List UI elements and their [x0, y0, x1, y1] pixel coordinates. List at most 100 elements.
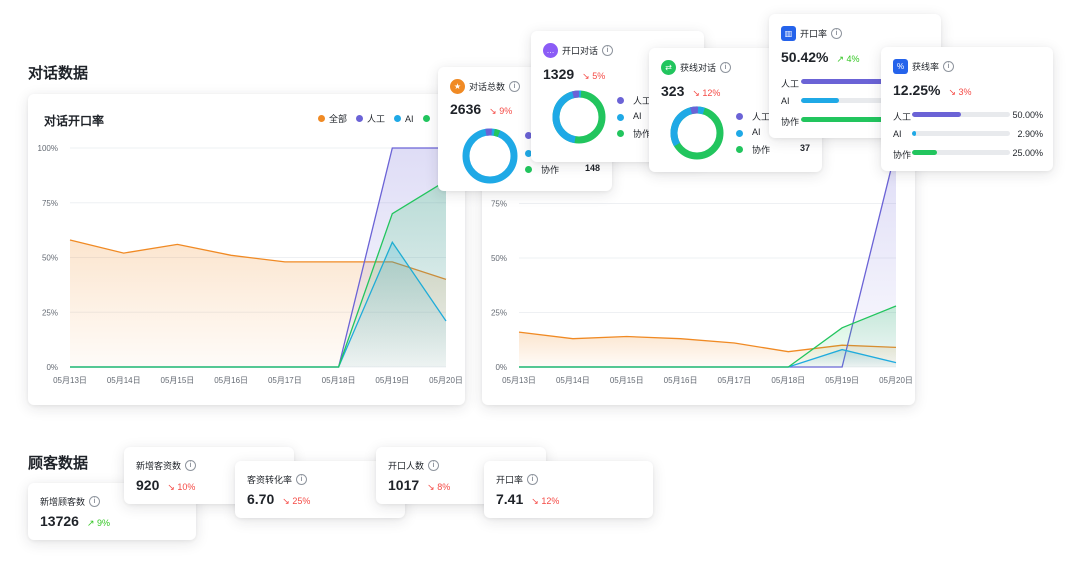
- customer-card-open-rate[interactable]: 开口率 i 7.41 ↘ 12%: [484, 461, 653, 518]
- kpi-value: 920: [136, 477, 160, 493]
- info-icon[interactable]: i: [943, 61, 955, 72]
- dialogue-section-title: 对话数据: [28, 65, 89, 82]
- legend-item-ai[interactable]: AI: [394, 114, 414, 124]
- info-icon[interactable]: i: [89, 496, 101, 507]
- x-tick-label: 05月18日: [322, 376, 356, 385]
- y-tick-label: 75%: [491, 200, 507, 209]
- kpi-delta: ↘ 5%: [582, 71, 606, 81]
- legend-item-collab[interactable]: [422, 115, 430, 122]
- chart-legend: 全部 人工 AI: [318, 112, 430, 125]
- kpi-delta: ↘ 8%: [427, 482, 451, 492]
- x-tick-label: 05月16日: [214, 376, 248, 385]
- legend-dot: [525, 166, 532, 173]
- kpi-delta: ↘ 12%: [531, 496, 560, 506]
- open-rate-chart: 0% 25% 50% 75% 100% 05月13日 05月14日 05月15日 05月16日 0…: [38, 144, 463, 385]
- row-value: 37: [799, 143, 810, 153]
- kpi-value: 13726: [40, 513, 79, 529]
- x-tick-label: 05月14日: [556, 376, 590, 385]
- customer-section-title: 顾客数据: [28, 455, 89, 472]
- x-tick-label: 05月17日: [268, 376, 302, 385]
- x-tick-label: 05月15日: [161, 376, 195, 385]
- kpi-value: 50.42%: [781, 49, 829, 65]
- swap-icon: ⇄: [661, 60, 676, 75]
- row-label: AI: [781, 96, 790, 106]
- kpi-value: 1017: [388, 477, 420, 493]
- row-label: 人工: [633, 96, 652, 106]
- legend-dot: [617, 130, 624, 137]
- kpi-delta: ↘ 3%: [948, 87, 972, 97]
- info-icon[interactable]: i: [602, 45, 614, 56]
- row-label: 协作: [633, 129, 652, 139]
- donut-chart: [462, 128, 518, 184]
- lead-rate-chart: 0% 25% 50% 75% 05月13日 05月14日 05月15日 05月16日 05月17…: [491, 148, 913, 385]
- donut-chart: [552, 90, 606, 144]
- x-tick-label: 05月13日: [53, 376, 87, 385]
- progress-bar: [912, 112, 1010, 117]
- trend-down-icon: ↘: [582, 71, 590, 81]
- row-value: 148: [584, 163, 600, 173]
- info-icon[interactable]: i: [428, 460, 440, 471]
- x-tick-label: 05月20日: [879, 376, 913, 385]
- legend-item-manual[interactable]: 人工: [356, 112, 385, 125]
- x-tick-label: 05月15日: [610, 376, 644, 385]
- legend-item-all[interactable]: 全部: [318, 112, 347, 125]
- info-icon[interactable]: i: [720, 62, 732, 73]
- kpi-delta: ↘ 10%: [167, 482, 196, 492]
- kpi-value: 2636: [450, 101, 482, 117]
- kpi-delta: ↗ 4%: [836, 54, 860, 64]
- lead-rate-card[interactable]: % 获线率 i 12.25% ↘ 3% 人工 50.00% AI 2.90% 协…: [881, 47, 1053, 171]
- row-value: 50.00%: [1012, 110, 1043, 120]
- kpi-delta: ↗ 9%: [86, 518, 111, 528]
- progress-bar: [801, 117, 929, 122]
- y-tick-label: 25%: [42, 308, 58, 317]
- kpi-value: 1329: [543, 66, 575, 82]
- legend-dot: [617, 97, 624, 104]
- info-icon[interactable]: i: [185, 460, 197, 471]
- info-icon[interactable]: i: [831, 28, 843, 39]
- progress-bar: [801, 98, 929, 103]
- info-icon[interactable]: i: [509, 81, 521, 92]
- card-title: 获线对话: [680, 63, 717, 73]
- x-tick-label: 05月17日: [718, 376, 752, 385]
- x-tick-label: 05月19日: [825, 376, 859, 385]
- kpi-value: 323: [661, 83, 685, 99]
- kpi-value: 6.70: [247, 491, 275, 507]
- legend-dot: [736, 130, 743, 137]
- legend-dot: [736, 146, 743, 153]
- row-label: 协作: [893, 150, 912, 160]
- legend-dot: [736, 113, 743, 120]
- series-line[interactable]: [70, 180, 447, 368]
- y-tick-label: 0%: [495, 363, 507, 372]
- y-tick-label: 50%: [491, 254, 507, 263]
- x-tick-label: 05月13日: [502, 376, 536, 385]
- progress-bar: [801, 79, 929, 84]
- kpi-delta: ↘ 25%: [282, 496, 311, 506]
- row-label: AI: [893, 129, 902, 139]
- trend-up-icon: ↗: [86, 518, 95, 528]
- series-area: [519, 306, 896, 367]
- legend-dot: [617, 114, 624, 121]
- x-tick-label: 05月14日: [107, 376, 141, 385]
- progress-bar: [912, 150, 1010, 155]
- bar-chart-icon: ▥: [781, 26, 796, 41]
- info-icon[interactable]: i: [527, 474, 539, 485]
- trend-down-icon: ↘: [948, 87, 957, 97]
- series-line[interactable]: [519, 305, 897, 368]
- card-title: 开口对话: [562, 46, 599, 56]
- y-tick-label: 0%: [46, 363, 58, 372]
- card-title: 开口人数: [388, 461, 425, 471]
- kpi-value: 7.41: [496, 491, 524, 507]
- info-icon[interactable]: i: [296, 474, 308, 485]
- chart-title: 对话开口率: [44, 114, 105, 128]
- trend-up-icon: ↗: [836, 54, 845, 64]
- card-title: 获线率: [912, 62, 940, 72]
- card-title: 开口率: [800, 29, 828, 39]
- chat-icon: …: [543, 43, 558, 58]
- y-tick-label: 25%: [491, 309, 507, 318]
- row-label: 协作: [781, 117, 800, 127]
- row-label: 人工: [781, 79, 800, 89]
- trend-down-icon: ↘: [282, 496, 290, 506]
- kpi-delta: ↘ 12%: [692, 88, 721, 98]
- kpi-value: 12.25%: [893, 82, 941, 98]
- row-label: 协作: [541, 165, 560, 175]
